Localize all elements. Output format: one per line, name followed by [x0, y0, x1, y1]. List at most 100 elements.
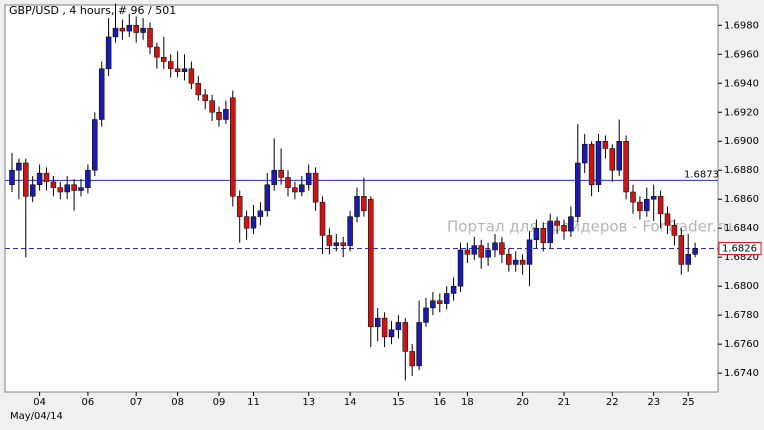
y-tick-label: 1.6780: [724, 310, 759, 321]
x-tick-label: 14: [344, 397, 357, 408]
candle-body: [161, 56, 167, 62]
candle-body: [664, 213, 671, 226]
candle-body: [126, 25, 133, 32]
candle-body: [57, 187, 64, 193]
candle-body: [223, 109, 229, 120]
candle-body: [368, 198, 374, 328]
candle-body: [430, 300, 436, 309]
candle-body: [243, 216, 250, 229]
y-tick-label: 1.6940: [724, 78, 759, 89]
candle-body: [285, 177, 291, 188]
x-tick-label: 16: [433, 397, 446, 408]
x-tick-label: 13: [302, 397, 315, 408]
candle-body: [119, 27, 126, 32]
candle-body: [188, 68, 195, 84]
candle-body: [678, 235, 685, 265]
candle-body: [319, 201, 326, 236]
candle-body: [112, 27, 119, 38]
x-tick-label: 11: [247, 397, 260, 408]
candle-body: [671, 225, 678, 236]
candle-body: [98, 68, 105, 120]
candle-body: [354, 196, 360, 217]
candle-body: [23, 162, 29, 197]
candle-body: [450, 285, 457, 294]
candle-body: [416, 322, 422, 367]
candle-body: [71, 184, 77, 191]
candle-body: [167, 61, 174, 70]
x-tick-label: 25: [682, 397, 695, 408]
y-tick-label: 1.6900: [724, 136, 759, 147]
candle-body: [561, 225, 567, 232]
candle-body: [581, 143, 588, 164]
candle-body: [692, 248, 698, 255]
candle-body: [209, 100, 215, 113]
candle-body: [519, 259, 526, 265]
candle-body: [271, 169, 277, 185]
candle-body: [92, 119, 98, 171]
candle-body: [292, 187, 298, 193]
x-tick-label: 23: [647, 397, 660, 408]
candle-body: [395, 322, 402, 330]
candle-body: [333, 242, 340, 246]
candle-body: [361, 196, 367, 212]
candle-body: [554, 220, 560, 226]
candle-body: [637, 201, 643, 212]
candle-body: [326, 235, 333, 246]
candle-body: [195, 83, 202, 96]
candle-body: [299, 184, 305, 193]
candle-body: [506, 254, 512, 265]
candle-body: [36, 172, 43, 185]
candle-body: [85, 169, 91, 188]
x-tick-label: 18: [461, 397, 474, 408]
candle-body: [16, 162, 22, 171]
candle-body: [250, 216, 257, 229]
candle-body: [657, 196, 664, 214]
candle-body: [257, 210, 264, 217]
y-tick-label: 1.6960: [724, 49, 759, 60]
candle-body: [623, 140, 629, 193]
candle-body: [437, 300, 443, 304]
candle-body: [471, 245, 478, 255]
candle-body: [64, 184, 70, 193]
candle-body: [347, 216, 353, 246]
y-tick-label: 1.6820: [724, 252, 759, 263]
candle-body: [609, 148, 616, 171]
candle-body: [533, 227, 540, 241]
x-tick-label: 04: [33, 397, 46, 408]
candle-body: [140, 27, 146, 33]
candle-body: [181, 68, 188, 72]
y-tick-label: 1.6860: [724, 194, 759, 205]
y-tick-label: 1.6760: [724, 339, 759, 350]
candle-body: [9, 169, 15, 185]
candle-body: [630, 191, 636, 203]
price-label: 1.6873: [684, 169, 719, 180]
candle-body: [388, 329, 395, 338]
candle-body: [105, 36, 112, 70]
candle-body: [575, 162, 581, 217]
candle-body: [202, 94, 208, 101]
candle-body: [547, 220, 553, 243]
candle-body: [381, 317, 388, 338]
chart-title: GBP/USD , 4 hours, # 96 / 501: [9, 4, 176, 17]
y-tick-label: 1.6840: [724, 223, 759, 234]
candle-body: [443, 293, 450, 304]
candle-body: [568, 216, 574, 232]
candle-body: [595, 140, 602, 185]
candle-body: [540, 227, 547, 243]
price-label: 1.6826: [722, 244, 757, 255]
candle-body: [512, 259, 519, 265]
candle-body: [264, 184, 271, 212]
x-tick-label: 06: [82, 397, 95, 408]
date-label: May/04/14: [10, 411, 63, 422]
candle-body: [499, 242, 505, 255]
candle-body: [305, 172, 312, 185]
candle-body: [423, 307, 429, 323]
x-tick-label: 21: [558, 397, 571, 408]
y-tick-label: 1.6800: [724, 281, 759, 292]
candle-body: [374, 317, 381, 328]
x-tick-label: 08: [171, 397, 184, 408]
candle-body: [402, 322, 409, 352]
candle-body: [526, 239, 533, 265]
